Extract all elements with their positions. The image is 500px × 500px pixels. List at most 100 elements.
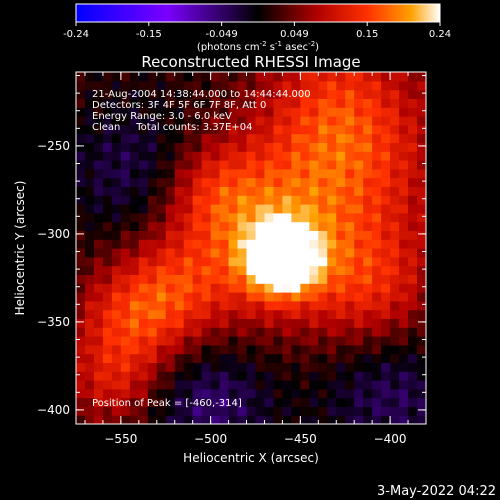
heatmap-cell [201,327,212,337]
heatmap-cell [84,151,95,161]
heatmap-cell [345,283,355,293]
heatmap-cell [93,116,104,126]
heatmap-cell [183,318,194,328]
heatmap-cell [318,292,328,302]
heatmap-cell [111,177,122,187]
heatmap-cell [120,256,131,267]
heatmap-cell [390,274,400,284]
heatmap-cell [192,160,203,170]
heatmap-cell [273,309,284,319]
heatmap-cell [372,168,382,179]
heatmap-cell [84,80,95,91]
heatmap-cell [336,283,346,293]
heatmap-cell [174,415,185,424]
heatmap-cell [237,336,248,346]
heatmap-cell [246,204,257,214]
heatmap-cell [138,107,149,117]
heatmap-cell [147,107,158,117]
heatmap-cell [282,72,292,82]
heatmap-cell [354,212,364,223]
heatmap-cell [228,142,239,152]
heatmap-cell [282,195,292,205]
heatmap-cell [345,415,355,424]
heatmap-cell [246,380,257,390]
heatmap-cell [282,98,292,108]
heatmap-cell [102,160,113,170]
heatmap-cell [102,406,113,416]
heatmap-cell [138,239,149,249]
heatmap-cell [363,186,373,196]
heatmap-cell [138,256,149,267]
heatmap-cell [399,406,409,416]
heatmap-cell [102,177,113,187]
heatmap-cell [120,72,131,82]
colorbar-tick-label: 0.15 [356,29,378,40]
heatmap-cell [408,142,418,152]
heatmap-cell [354,239,364,249]
heatmap-cell [120,248,131,258]
heatmap-cell [417,195,426,205]
heatmap-cell [372,72,382,82]
heatmap-cell [399,283,409,293]
heatmap-cell [372,256,382,267]
heatmap-cell [417,283,426,293]
heatmap-cell [156,177,167,187]
heatmap-cell [255,292,266,302]
heatmap-cell [138,371,149,381]
heatmap-cell [138,300,149,311]
heatmap-cell [165,160,176,170]
heatmap-cell [291,336,301,346]
heatmap-cell [219,309,230,319]
heatmap-cell [309,204,319,214]
heatmap-cell [111,204,122,214]
heatmap-cell [345,292,355,302]
heatmap-cell [84,177,95,187]
heatmap-cell [327,133,337,143]
heatmap-cell [201,239,212,249]
heatmap-cell [372,380,382,390]
heatmap-cell [390,353,400,363]
heatmap-cell [282,274,292,284]
heatmap-cell [327,344,337,355]
heatmap-cell [336,107,346,117]
heatmap-cell [102,344,113,355]
heatmap-cell [408,239,418,249]
heatmap-cell [165,380,176,390]
heatmap-cell [201,142,212,152]
heatmap-cell [156,256,167,267]
heatmap-cell [273,195,284,205]
heatmap-cell [138,221,149,231]
heatmap-cell [111,133,122,143]
heatmap-cell [300,80,310,91]
heatmap-cell [111,107,122,117]
heatmap-cell [102,212,113,223]
heatmap-cell [76,142,86,152]
heatmap-cell [219,177,230,187]
heatmap-cell [138,274,149,284]
heatmap-cell [111,168,122,179]
heatmap-cell [273,318,284,328]
heatmap-cell [192,318,203,328]
annotation-clean: Clean Total counts: 3.37E+04 [92,122,252,133]
heatmap-cell [237,256,248,267]
heatmap-cell [408,133,418,143]
heatmap-cell [192,168,203,179]
heatmap-cell [183,72,194,82]
heatmap-cell [129,151,140,161]
heatmap-cell [183,300,194,311]
heatmap-cell [363,415,373,424]
heatmap-cell [165,318,176,328]
heatmap-cell [282,177,292,187]
heatmap-cell [174,309,185,319]
heatmap-cell [246,362,257,372]
heatmap-cell [183,107,194,117]
heatmap-cell [354,406,364,416]
heatmap-cell [93,318,104,328]
heatmap-cell [111,371,122,381]
heatmap-cell [354,72,364,82]
heatmap-cell [372,397,382,407]
heatmap-cell [192,230,203,240]
heatmap-cell [300,116,310,126]
heatmap-cell [111,344,122,355]
heatmap-cell [201,177,212,187]
